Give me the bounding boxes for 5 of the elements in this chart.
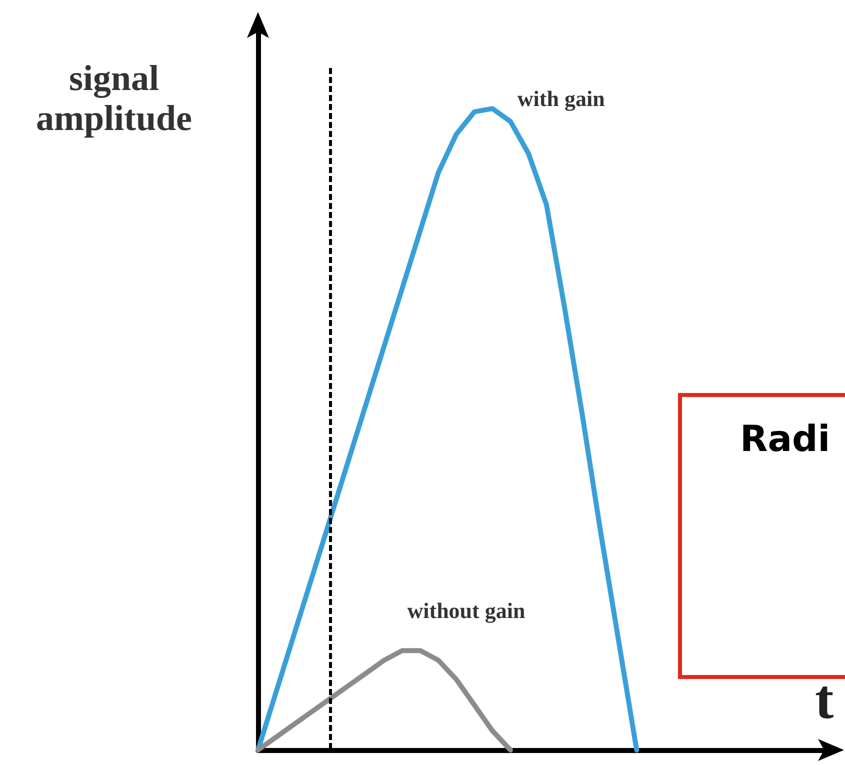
callout-box: Radi xyxy=(678,393,845,679)
series-label: without gain xyxy=(407,598,526,624)
series-label: with gain xyxy=(517,86,605,112)
annotation: Radi xyxy=(740,419,830,460)
y-axis-title: signal amplitude xyxy=(34,58,194,138)
